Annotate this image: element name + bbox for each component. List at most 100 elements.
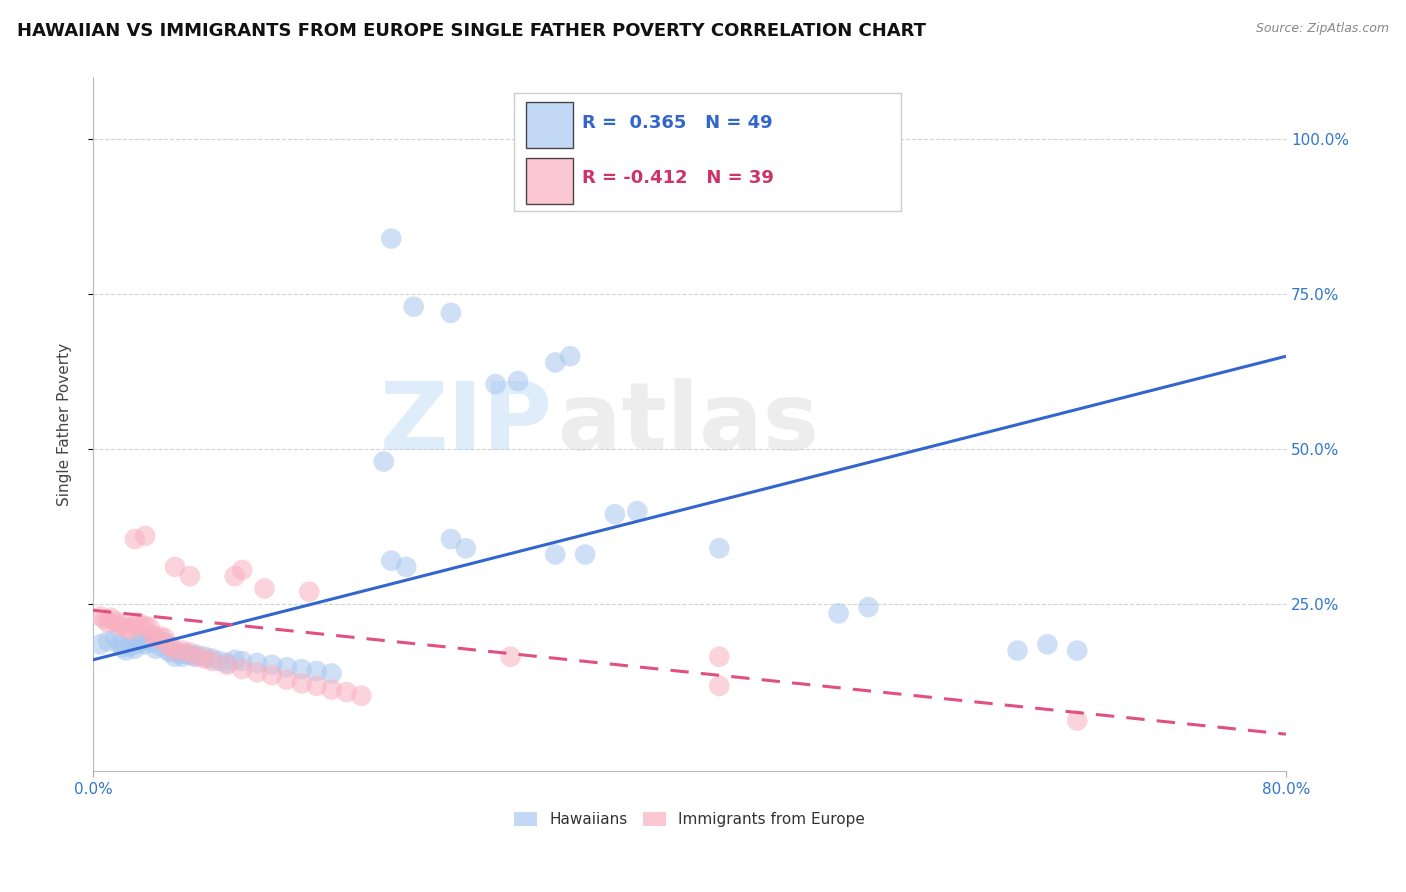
Point [114,643,136,657]
Point [827,607,849,621]
Point [145,641,167,656]
Point [194,649,217,664]
Point [114,621,136,635]
Point [291,662,314,676]
Point [305,679,328,693]
Text: atlas: atlas [558,378,820,470]
Point [169,647,191,661]
Point [104,631,127,645]
Point [373,454,395,468]
Point [305,664,328,678]
Point [134,619,156,633]
Point [127,637,149,651]
Point [201,654,224,668]
Legend: Hawaiians, Immigrants from Europe: Hawaiians, Immigrants from Europe [508,805,870,833]
Point [440,306,463,320]
Point [217,657,239,672]
Point [231,654,253,668]
Point [246,656,269,670]
Point [100,610,122,624]
Text: Source: ZipAtlas.com: Source: ZipAtlas.com [1256,22,1389,36]
Point [186,649,208,664]
Point [172,649,194,664]
Point [253,582,276,596]
Point [174,647,197,661]
Point [395,560,418,574]
Point [138,632,160,647]
Point [129,634,152,648]
Point [89,637,111,651]
FancyBboxPatch shape [515,94,901,211]
Point [108,637,131,651]
Point [111,616,134,631]
Point [321,682,343,697]
Point [129,619,152,633]
Point [217,656,239,670]
Y-axis label: Single Father Poverty: Single Father Poverty [58,343,72,506]
Point [186,648,208,662]
Point [224,569,246,583]
Point [709,541,731,556]
Text: ZIP: ZIP [380,378,553,470]
Point [149,639,172,653]
Text: R = -0.412   N = 39: R = -0.412 N = 39 [582,169,773,187]
Point [124,641,146,656]
Point [163,643,186,657]
Point [104,615,127,629]
Point [335,685,357,699]
Point [499,649,522,664]
Point [291,676,314,690]
Point [350,689,373,703]
Point [440,532,463,546]
Point [1036,637,1059,651]
Point [142,628,165,642]
Text: R =  0.365   N = 49: R = 0.365 N = 49 [582,113,773,131]
Point [138,621,160,635]
Point [709,649,731,664]
Point [163,649,186,664]
Point [603,507,626,521]
Point [111,640,134,655]
FancyBboxPatch shape [526,103,572,148]
Point [1066,714,1088,728]
Point [506,374,529,388]
Point [97,615,120,630]
Point [94,613,117,627]
Point [108,619,131,633]
Point [179,645,201,659]
Point [626,504,648,518]
Point [544,548,567,562]
Point [485,377,508,392]
Point [124,619,146,633]
Point [159,639,181,653]
Point [560,349,582,363]
Point [153,635,176,649]
Point [120,639,142,653]
Point [163,560,186,574]
Point [156,643,179,657]
Point [97,634,120,648]
Point [298,584,321,599]
Point [231,662,253,676]
Point [134,529,156,543]
Point [1066,643,1088,657]
Point [145,631,167,645]
Point [134,637,156,651]
Point [224,653,246,667]
Point [201,651,224,665]
Point [153,631,176,645]
Point [124,532,146,546]
Point [156,637,179,651]
Point [321,666,343,681]
Point [127,615,149,630]
Point [159,645,181,659]
Point [1007,643,1029,657]
Point [454,541,477,556]
Point [142,635,165,649]
Point [574,548,596,562]
Point [89,609,111,624]
Point [858,600,880,615]
Point [231,563,253,577]
Text: HAWAIIAN VS IMMIGRANTS FROM EUROPE SINGLE FATHER POVERTY CORRELATION CHART: HAWAIIAN VS IMMIGRANTS FROM EUROPE SINGL… [17,22,927,40]
Point [183,649,205,664]
